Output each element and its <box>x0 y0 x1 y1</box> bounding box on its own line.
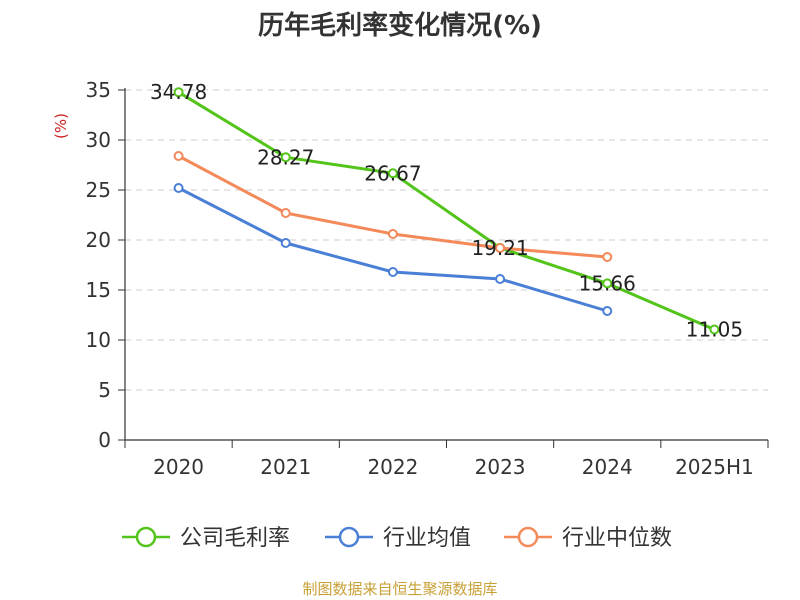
legend-label: 行业中位数 <box>562 526 672 551</box>
x-tick-label: 2020 <box>153 455 204 479</box>
y-tick-label: 5 <box>98 378 111 402</box>
y-tick-label: 15 <box>86 278 111 302</box>
data-point <box>173 87 184 98</box>
data-label: 19.21 <box>471 236 528 260</box>
data-label: 15.66 <box>579 271 636 295</box>
legend-item[interactable]: 行业中位数 <box>504 526 672 551</box>
legend-swatch-marker <box>338 526 360 548</box>
data-point <box>709 324 720 335</box>
series-line-1 <box>177 90 716 331</box>
legend-label: 行业均值 <box>383 526 471 551</box>
data-point <box>173 151 184 161</box>
series-line-2 <box>177 186 609 313</box>
x-tick-label: 2021 <box>260 455 311 479</box>
data-label: 34.78 <box>150 80 207 104</box>
data-point <box>173 183 184 193</box>
series-layer <box>173 87 720 335</box>
data-point <box>602 252 613 262</box>
data-point <box>387 229 398 239</box>
data-point <box>387 168 398 179</box>
data-label: 26.67 <box>364 161 421 185</box>
legend[interactable]: 公司毛利率 行业均值 行业中位数 <box>122 526 672 551</box>
x-tick-label: 2024 <box>582 455 633 479</box>
y-tick-label: 30 <box>86 128 111 152</box>
y-tick-label: 35 <box>86 78 111 102</box>
data-point <box>280 238 291 248</box>
data-point <box>280 208 291 218</box>
data-point <box>602 306 613 316</box>
legend-swatch-marker <box>517 526 539 548</box>
x-tick-label: 2023 <box>475 455 526 479</box>
chart-title: 历年毛利率变化情况(%) <box>258 10 542 41</box>
data-point <box>602 278 613 289</box>
legend-swatch-marker <box>135 526 157 548</box>
data-label: 28.27 <box>257 145 314 169</box>
legend-item[interactable]: 行业均值 <box>325 526 471 551</box>
legend-label: 公司毛利率 <box>180 526 290 551</box>
y-axis-unit-label: (%) <box>52 113 70 139</box>
x-tick-label: 2022 <box>367 455 418 479</box>
axes: 0 5 10 15 20 25 30 35 2020 2021 2022 2023 2024 2025H1 <box>86 78 769 479</box>
data-point <box>495 274 506 284</box>
data-point <box>387 267 398 277</box>
data-point <box>280 152 291 163</box>
y-tick-label: 20 <box>86 228 111 252</box>
data-labels: 34.78 28.27 26.67 19.21 15.66 11.05 <box>150 80 743 341</box>
legend-item[interactable]: 公司毛利率 <box>122 526 290 551</box>
data-label: 11.05 <box>686 318 743 342</box>
data-point <box>495 243 506 253</box>
y-tick-label: 25 <box>86 178 111 202</box>
x-tick-label: 2025H1 <box>675 455 754 479</box>
data-source-note: 制图数据来自恒生聚源数据库 <box>302 580 497 598</box>
y-tick-label: 0 <box>98 428 111 452</box>
y-tick-label: 10 <box>86 328 111 352</box>
